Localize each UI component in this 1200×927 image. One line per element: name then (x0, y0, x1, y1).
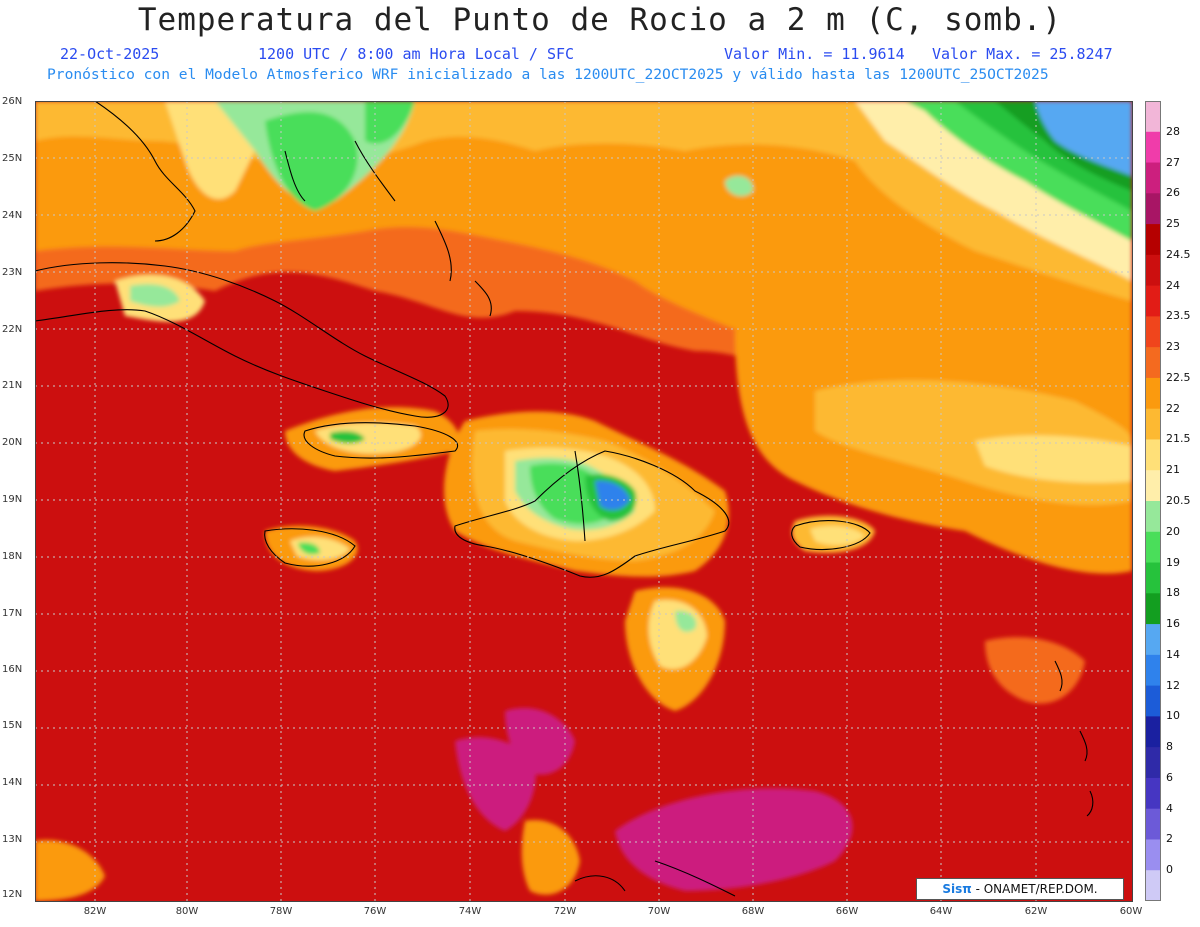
colorbar-segment (1145, 747, 1161, 779)
lat-label: 23N (2, 267, 23, 278)
colorbar-segment (1145, 777, 1161, 810)
colorbar-label: 22 (1166, 401, 1180, 415)
colorbar-segment (1145, 685, 1161, 717)
colorbar-segment (1145, 285, 1161, 317)
colorbar-label: 6 (1166, 770, 1173, 784)
lat-label: 25N (2, 153, 23, 164)
lon-label: 64W (929, 906, 953, 917)
colorbar-segment (1145, 131, 1161, 164)
colorbar-segment (1145, 347, 1161, 379)
colorbar-segment (1145, 377, 1161, 410)
colorbar-segment (1145, 316, 1161, 348)
colorbar-segment (1145, 808, 1161, 840)
colorbar-segment (1145, 408, 1161, 440)
colorbar-segment (1145, 654, 1161, 687)
date-label: 22-Oct-2025 (60, 45, 160, 63)
lat-label: 20N (2, 437, 23, 448)
colorbar-label: 28 (1166, 124, 1180, 138)
map-title: Temperatura del Punto de Rocio a 2 m (C,… (137, 2, 1063, 38)
colorbar-label: 24.5 (1166, 247, 1191, 261)
logo-brand: Sisπ (942, 882, 972, 896)
lat-label: 15N (2, 720, 23, 731)
colorbar-segment (1145, 193, 1161, 225)
lat-label: 14N (2, 777, 23, 788)
colorbar-label: 4 (1166, 801, 1173, 815)
lat-label: 12N (2, 889, 23, 900)
colorbar-segment (1145, 501, 1161, 533)
lon-label: 68W (741, 906, 765, 917)
colorbar-label: 23 (1166, 340, 1180, 354)
lat-label: 21N (2, 380, 23, 391)
colorbar-segment (1145, 593, 1161, 625)
lon-label: 76W (363, 906, 387, 917)
lon-label: 82W (83, 906, 107, 917)
colorbar-label: 12 (1166, 678, 1180, 692)
dewpoint-field (35, 101, 1132, 901)
colorbar-label: 22.5 (1166, 370, 1191, 384)
colorbar-segment (1145, 716, 1161, 748)
colorbar-label: 27 (1166, 155, 1180, 169)
lat-label: 22N (2, 324, 23, 335)
lat-label: 18N (2, 551, 23, 562)
colorbar-segment (1145, 439, 1161, 471)
colorbar-label: 21 (1166, 463, 1180, 477)
lat-label: 26N (2, 96, 23, 107)
lon-label: 78W (269, 906, 293, 917)
colorbar-label: 20 (1166, 524, 1180, 538)
time-label: 1200 UTC / 8:00 am Hora Local / SFC (258, 45, 575, 63)
colorbar-label: 2 (1166, 832, 1173, 846)
lat-label: 16N (2, 664, 23, 675)
colorbar-label: 18 (1166, 586, 1180, 600)
colorbar-label: 26 (1166, 186, 1180, 200)
lon-label: 70W (647, 906, 671, 917)
lat-label: 24N (2, 210, 23, 221)
lat-label: 19N (2, 494, 23, 505)
logo: Sisπ - ONAMET/REP.DOM. (916, 878, 1124, 900)
colorbar-segment (1145, 870, 1161, 901)
colorbar (1145, 101, 1161, 901)
lon-label: 60W (1119, 906, 1143, 917)
min-value-label: Valor Min. = 11.9614 (724, 45, 905, 63)
graticule (35, 101, 1132, 901)
lon-label: 66W (835, 906, 859, 917)
colorbar-label: 19 (1166, 555, 1180, 569)
colorbar-segment (1145, 531, 1161, 564)
colorbar-segment (1145, 254, 1161, 287)
lon-label: 80W (175, 906, 199, 917)
colorbar-label: 14 (1166, 647, 1180, 661)
colorbar-label: 16 (1166, 617, 1180, 631)
colorbar-label: 23.5 (1166, 309, 1191, 323)
coastlines (35, 101, 1094, 897)
colorbar-segment (1145, 562, 1161, 594)
colorbar-label: 10 (1166, 709, 1180, 723)
colorbar-segment (1145, 839, 1161, 871)
colorbar-label: 24 (1166, 278, 1180, 292)
colorbar-label: 8 (1166, 740, 1173, 754)
logo-text: - ONAMET/REP.DOM. (971, 882, 1098, 896)
dewpoint-map (35, 101, 1132, 901)
colorbar-segment (1145, 224, 1161, 256)
lat-label: 17N (2, 608, 23, 619)
colorbar-label: 21.5 (1166, 432, 1191, 446)
colorbar-label: 20.5 (1166, 494, 1191, 507)
colorbar-segment (1145, 162, 1161, 194)
lon-label: 72W (553, 906, 577, 917)
lon-label: 62W (1024, 906, 1048, 917)
forecast-description: Pronóstico con el Modelo Atmosferico WRF… (47, 66, 1049, 83)
colorbar-segment (1145, 624, 1161, 656)
max-value-label: Valor Max. = 25.8247 (932, 45, 1113, 63)
colorbar-label: 25 (1166, 217, 1180, 231)
lat-label: 13N (2, 834, 23, 845)
colorbar-label: 0 (1166, 863, 1173, 877)
lon-label: 74W (458, 906, 482, 917)
colorbar-segment (1145, 470, 1161, 502)
colorbar-segment (1145, 101, 1161, 133)
